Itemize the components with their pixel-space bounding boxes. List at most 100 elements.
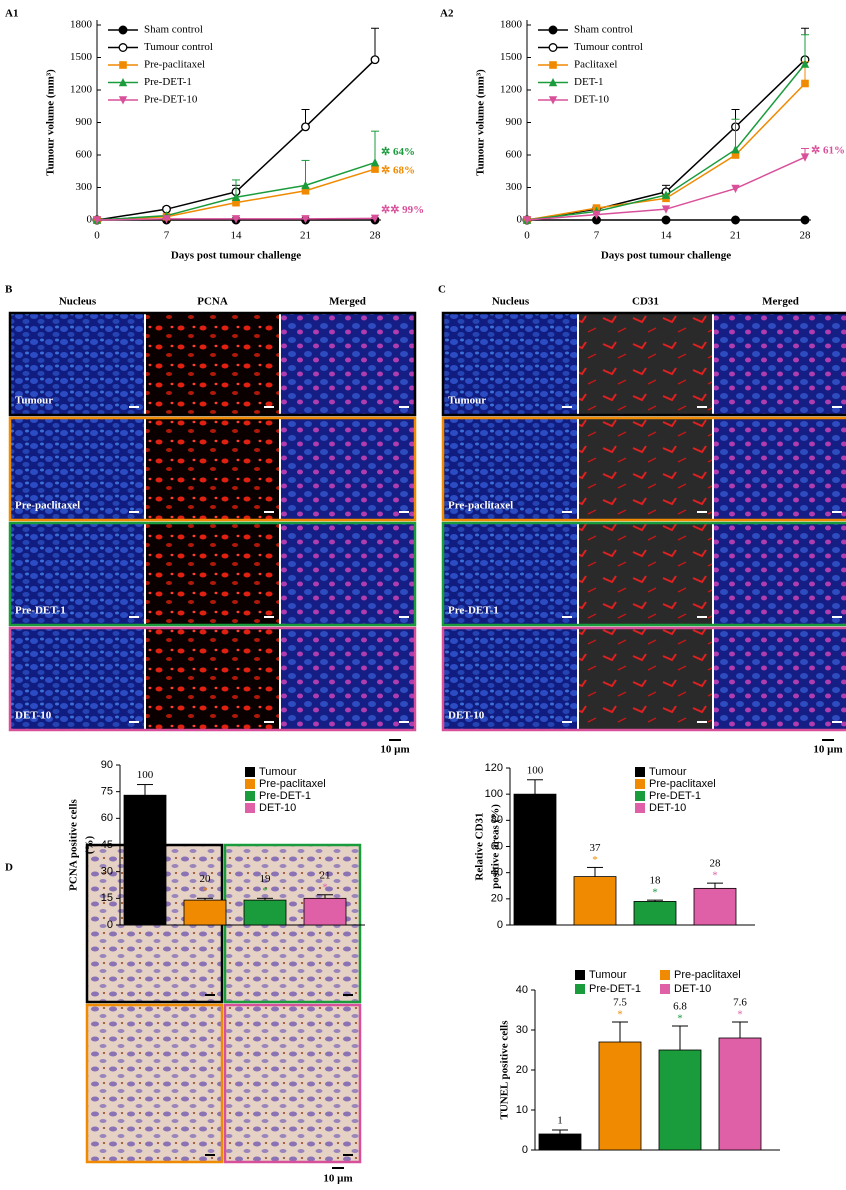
y-tick-label: 300 bbox=[76, 181, 93, 193]
y-tick-label: 60 bbox=[491, 840, 503, 852]
marker bbox=[800, 215, 810, 225]
marker bbox=[731, 151, 740, 159]
legend-swatch bbox=[245, 767, 255, 777]
micrograph bbox=[11, 314, 144, 414]
legend-label: Pre-DET-1 bbox=[144, 76, 192, 88]
legend-swatch bbox=[575, 984, 585, 994]
y-tick-label: 1500 bbox=[500, 51, 523, 63]
bar bbox=[123, 794, 167, 926]
y-tick-label: 45 bbox=[101, 839, 113, 851]
legend-label: Pre-DET-1 bbox=[589, 983, 641, 995]
legend-label: Tumour bbox=[649, 766, 687, 778]
micrograph bbox=[146, 419, 279, 519]
y-axis-label: Relative CD31 bbox=[474, 812, 486, 880]
bar bbox=[243, 899, 287, 926]
row-frame bbox=[441, 311, 846, 417]
marker bbox=[370, 214, 380, 223]
panel-label: D bbox=[5, 862, 13, 874]
x-tick-label: 0 bbox=[94, 230, 100, 242]
marker bbox=[371, 165, 379, 173]
marker bbox=[232, 198, 240, 207]
panel-label: A2 bbox=[440, 8, 454, 20]
legend-swatch bbox=[245, 803, 255, 813]
row-frame bbox=[8, 311, 417, 417]
marker bbox=[370, 158, 380, 167]
legend-label: Pre-paclitaxel bbox=[259, 778, 326, 790]
row-label: DET-10 bbox=[15, 710, 52, 722]
significance: * bbox=[202, 885, 208, 897]
bar bbox=[718, 1037, 762, 1151]
y-axis-label: Tumour volume (mm³) bbox=[475, 69, 487, 176]
column-header: PCNA bbox=[197, 296, 228, 308]
x-tick-label: 14 bbox=[231, 230, 243, 242]
micrograph bbox=[444, 629, 577, 729]
micrograph bbox=[444, 524, 577, 624]
legend-swatch bbox=[635, 791, 645, 801]
marker bbox=[231, 215, 241, 224]
legend-label: Pre-DET-1 bbox=[259, 790, 311, 802]
legend-label: Tumour bbox=[589, 969, 627, 981]
y-tick-label: 20 bbox=[491, 893, 503, 905]
y-tick-label: 600 bbox=[76, 149, 93, 161]
y-tick-label: 0 bbox=[107, 919, 113, 931]
legend-swatch bbox=[245, 791, 255, 801]
marker bbox=[162, 215, 171, 224]
marker bbox=[522, 216, 532, 225]
micrograph bbox=[714, 629, 846, 729]
legend-swatch bbox=[635, 779, 645, 789]
y-tick-label: 600 bbox=[506, 149, 523, 161]
y-tick-label: 900 bbox=[506, 116, 523, 128]
y-tick-label: 10 bbox=[516, 1104, 528, 1116]
micrograph bbox=[444, 314, 577, 414]
bar-label: 28 bbox=[710, 858, 722, 870]
significance: * bbox=[737, 1009, 743, 1021]
micrograph bbox=[85, 1003, 224, 1164]
micrograph bbox=[223, 1003, 362, 1164]
y-tick-label: 30 bbox=[101, 866, 113, 878]
legend-label: Tumour control bbox=[574, 41, 643, 53]
marker bbox=[549, 61, 557, 69]
bar-label: 21 bbox=[320, 869, 331, 881]
marker bbox=[548, 77, 558, 87]
marker bbox=[92, 216, 102, 225]
x-tick-label: 14 bbox=[661, 230, 673, 242]
y-tick-label: 1200 bbox=[70, 84, 93, 96]
panel-label: B bbox=[5, 284, 13, 296]
marker bbox=[548, 96, 558, 105]
legend-label: Tumour bbox=[259, 766, 297, 778]
legend-label: DET-10 bbox=[259, 802, 296, 814]
y-tick-label: 0 bbox=[522, 1144, 528, 1156]
bar bbox=[658, 1049, 702, 1151]
y-tick-label: 0 bbox=[87, 214, 93, 226]
row-frame bbox=[441, 521, 846, 627]
y-tick-label: 60 bbox=[101, 812, 113, 824]
scale-label: 10 µm bbox=[813, 744, 842, 756]
bar-label: 7.5 bbox=[613, 997, 627, 1009]
y-axis-label: (%) bbox=[84, 836, 96, 855]
bar-label: 100 bbox=[527, 764, 544, 776]
scale-label: 10 µm bbox=[380, 744, 409, 756]
marker bbox=[301, 180, 310, 190]
micrograph bbox=[146, 314, 279, 414]
marker bbox=[301, 186, 310, 195]
marker bbox=[301, 215, 310, 224]
bar bbox=[598, 1041, 642, 1151]
marker bbox=[118, 96, 128, 105]
bar bbox=[183, 899, 227, 926]
row-frame bbox=[441, 626, 846, 732]
row-frame bbox=[8, 626, 417, 732]
row-label: Tumour bbox=[448, 395, 486, 407]
legend-label: Tumour control bbox=[144, 41, 213, 53]
bar-label: 20 bbox=[200, 873, 212, 885]
bar-label: 6.8 bbox=[673, 1001, 687, 1013]
marker bbox=[661, 190, 671, 199]
micrograph bbox=[11, 629, 144, 729]
bar-label: 1 bbox=[557, 1115, 563, 1127]
marker bbox=[118, 43, 128, 52]
legend-label: Pre-paclitaxel bbox=[674, 969, 741, 981]
row-label: Pre-paclitaxel bbox=[15, 500, 80, 512]
marker bbox=[118, 77, 128, 87]
bar-label: 100 bbox=[137, 769, 154, 781]
micrograph bbox=[11, 419, 144, 519]
column-header: Merged bbox=[329, 296, 366, 308]
